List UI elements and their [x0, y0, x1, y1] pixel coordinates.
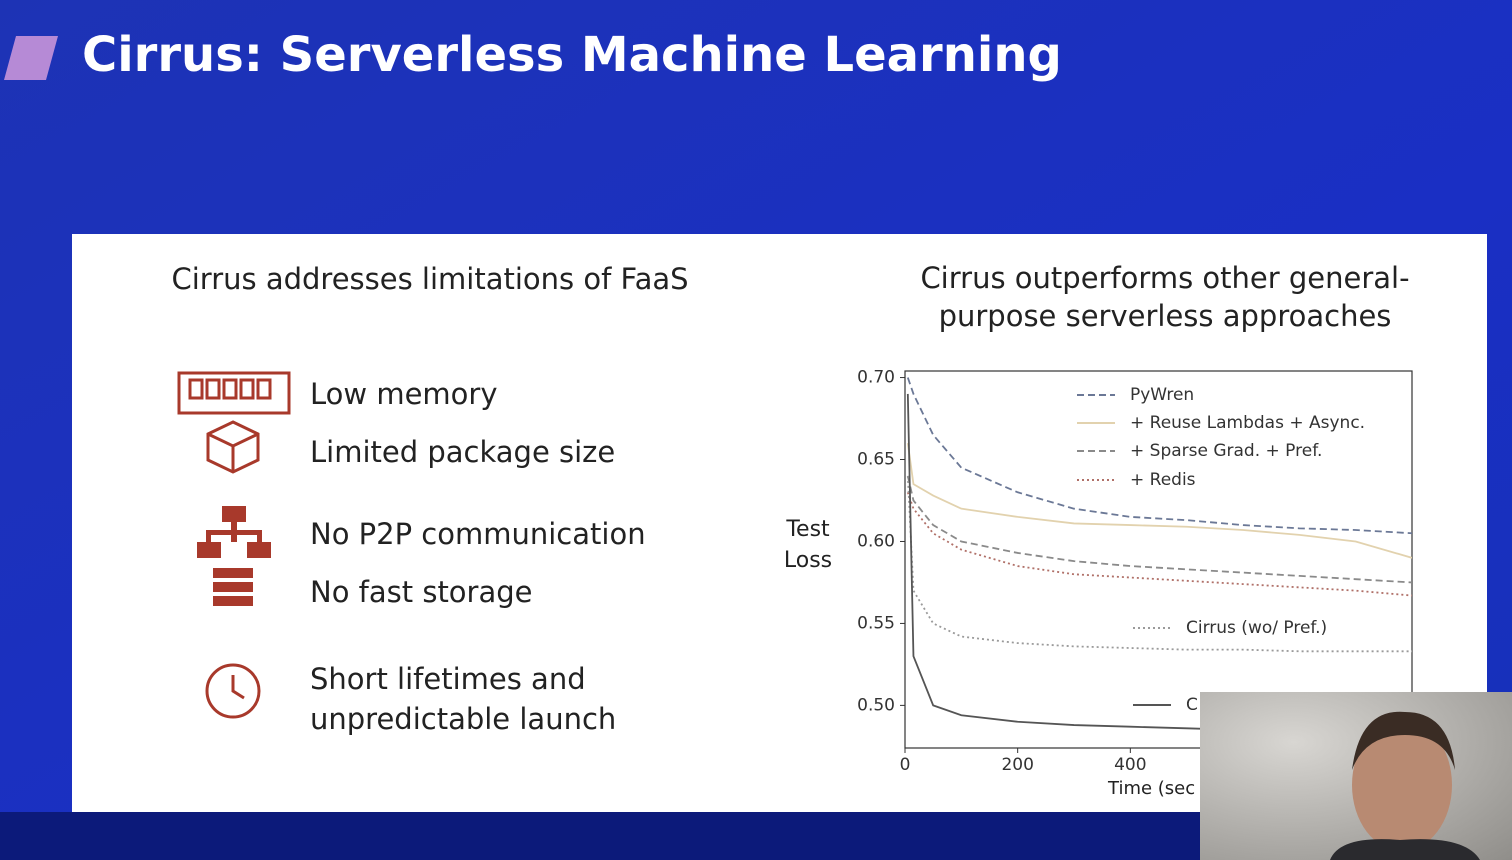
plot: PyWren + Reuse Lambdas + Async. + Sparse G… — [906, 377, 1412, 733]
x-tick-label: 400 — [1114, 755, 1146, 775]
memory-icon — [177, 371, 291, 415]
person-head — [1352, 719, 1452, 851]
webcam-overlay — [1200, 692, 1512, 860]
person-hair — [1352, 711, 1455, 770]
legend-label: C — [1186, 695, 1198, 715]
legend-label: + Redis — [1130, 470, 1196, 490]
clock-icon — [205, 663, 261, 719]
legend-label: + Sparse Grad. + Pref. — [1130, 441, 1322, 461]
series-line — [906, 492, 1412, 597]
x-tick-label: 0 — [900, 755, 911, 775]
y-tick-label: 0.50 — [857, 695, 895, 715]
icons — [177, 371, 291, 719]
person-body — [1330, 839, 1480, 860]
y-tick-label: 0.65 — [857, 450, 895, 470]
title-accent — [4, 36, 58, 80]
y-tick-label: 0.55 — [857, 613, 895, 633]
limitation-item: No fast storage — [310, 575, 533, 609]
legend-label: PyWren — [1130, 385, 1194, 405]
limitation-item: No P2P communication — [310, 517, 646, 551]
series-line — [906, 442, 1412, 559]
limitation-item: Limited package size — [310, 435, 615, 469]
x-tick-label: 200 — [1001, 755, 1033, 775]
left-heading: Cirrus addresses limitations of FaaS — [171, 262, 688, 296]
limitation-item: Short lifetimes and — [310, 662, 586, 696]
slide-title: Cirrus: Serverless Machine Learning — [82, 27, 1062, 83]
plot-frame — [904, 370, 1413, 749]
right-heading: Cirrus outperforms other general- — [920, 261, 1409, 295]
series-line — [906, 475, 1412, 653]
network-icon — [197, 506, 271, 558]
y-axis-label: Loss — [784, 548, 832, 573]
y-tick-label: 0.60 — [857, 531, 895, 551]
series-line — [906, 377, 1412, 535]
limitation-item: unpredictable launch — [310, 702, 616, 736]
limitation-item: Low memory — [310, 377, 498, 411]
legend-label: + Reuse Lambdas + Async. — [1130, 413, 1365, 433]
package-icon — [206, 420, 260, 474]
storage-icon — [213, 568, 253, 606]
right-heading: purpose serverless approaches — [939, 299, 1392, 333]
x-axis-label: Time (sec — [1107, 778, 1195, 799]
legend-label: Cirrus (wo/ Pref.) — [1186, 618, 1327, 638]
series-line — [906, 475, 1412, 584]
y-axis-label: Test — [785, 517, 830, 542]
y-tick-label: 0.70 — [857, 368, 895, 388]
